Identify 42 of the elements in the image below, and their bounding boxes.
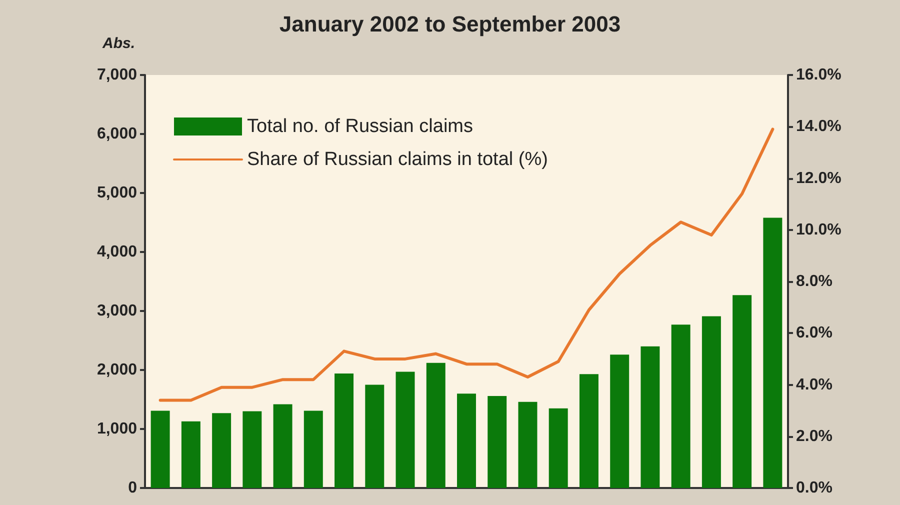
y-tick-label: 2,000	[96, 362, 138, 378]
y2-tick-label: 16.0%	[796, 66, 842, 84]
y2-tick-label: 8.0%	[796, 273, 832, 290]
bar	[579, 374, 598, 488]
bar	[212, 413, 232, 488]
bar	[150, 410, 170, 488]
bar	[273, 404, 292, 488]
bar	[334, 374, 354, 488]
y-axis-title: Abs.	[101, 35, 135, 52]
bar	[457, 394, 476, 488]
bar	[702, 316, 721, 488]
y-tick-label: 1,000	[96, 420, 138, 438]
y2-tick-label: 14.0%	[796, 118, 842, 136]
bar	[671, 324, 690, 488]
legend-label: Share of Russian claims in total (%)	[247, 149, 548, 170]
bar	[732, 295, 752, 488]
y2-tick-label: 6.0%	[796, 324, 832, 342]
y-tick-label: 6,000	[96, 126, 138, 142]
y2-tick-label: 4.0%	[796, 376, 832, 394]
y2-tick-label: 0.0%	[796, 480, 832, 496]
y2-tick-label: 10.0%	[796, 221, 842, 238]
bar	[548, 408, 568, 488]
y-tick-label: 3,000	[96, 302, 138, 320]
y-tick-label: 7,000	[96, 66, 138, 84]
y2-tick-label: 12.0%	[796, 170, 842, 187]
bar	[640, 346, 660, 488]
bar	[304, 410, 323, 488]
bar	[763, 218, 782, 488]
y-tick-label: 0	[128, 480, 138, 496]
y-tick-label: 4,000	[96, 244, 138, 260]
bar	[488, 396, 507, 488]
y-tick-label: 5,000	[96, 184, 138, 202]
chart-title: January 2002 to September 2003	[279, 12, 621, 36]
bar	[426, 362, 446, 488]
bar	[242, 411, 262, 488]
bar	[365, 384, 384, 488]
bar	[518, 402, 538, 488]
y2-tick-label: 2.0%	[796, 428, 832, 445]
legend-label: Total no. of Russian claims	[247, 116, 473, 137]
bar	[181, 421, 200, 488]
bar	[610, 354, 630, 488]
bar	[396, 372, 415, 488]
